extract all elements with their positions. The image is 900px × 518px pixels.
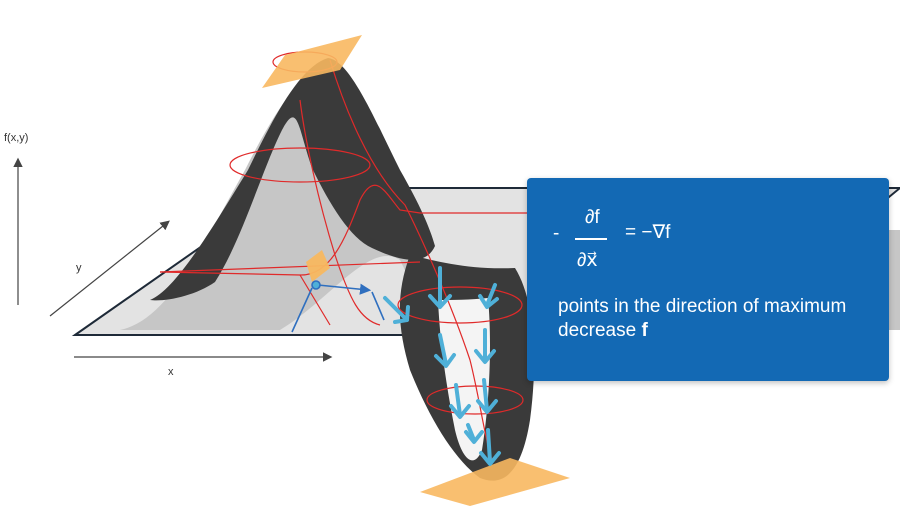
- valley-contour-bottom: [426, 385, 524, 415]
- gradient-arrow-icon: [474, 328, 496, 364]
- valley-highlight: [438, 298, 490, 461]
- hill-contour-mid: [229, 147, 371, 183]
- gradient-expression: = −∇f: [625, 222, 671, 243]
- section-curve-y2: [299, 99, 381, 326]
- depth-axis-label: y: [76, 262, 82, 274]
- fraction-denominator: ∂x⃗: [577, 250, 598, 271]
- valley-contour-top: [397, 286, 523, 324]
- axes: [13, 157, 333, 362]
- surface-hill: [150, 58, 435, 301]
- horizontal-axis-label: x: [168, 366, 174, 378]
- gradient-arrow-icon: [428, 266, 452, 309]
- gradient-arrow-icon: [434, 333, 456, 368]
- path-segment-3: [371, 291, 385, 321]
- section-curve-y: [329, 59, 493, 461]
- fraction-numerator: ∂f: [585, 207, 600, 228]
- fraction-bar: [575, 238, 607, 240]
- info-caption: points in the direction of maximum decre…: [558, 295, 878, 343]
- caption-text: points in the direction of maximum decre…: [558, 296, 847, 341]
- tangent-plane-point-icon: [306, 250, 330, 282]
- gradient-info-card: - ∂f ∂x⃗ = −∇f points in the direction o…: [527, 178, 889, 381]
- depth-axis: [49, 220, 170, 317]
- start-point: [311, 280, 321, 290]
- gradient-arrow-icon: [479, 428, 501, 466]
- caption-emphasis: f: [641, 320, 648, 341]
- tangent-plane-bottom-icon: [420, 458, 570, 506]
- grid-line-1: [299, 274, 331, 326]
- vertical-axis-label: f(x,y): [4, 132, 29, 144]
- gradient-arrow-icon: [449, 383, 471, 419]
- negative-sign: -: [553, 223, 560, 244]
- descent-path: [291, 280, 385, 333]
- grid-line-2: [159, 261, 421, 273]
- gradient-arrow-icon: [476, 378, 498, 414]
- gradient-arrow-icon: [478, 283, 499, 309]
- gradient-arrow-icon: [383, 296, 410, 324]
- gradient-arrow-icon: [464, 423, 484, 444]
- gradient-arrows: [383, 266, 501, 466]
- path-segment-2: [317, 283, 372, 295]
- tangent-plane-top-icon: [262, 35, 362, 88]
- path-segment-1: [291, 287, 313, 333]
